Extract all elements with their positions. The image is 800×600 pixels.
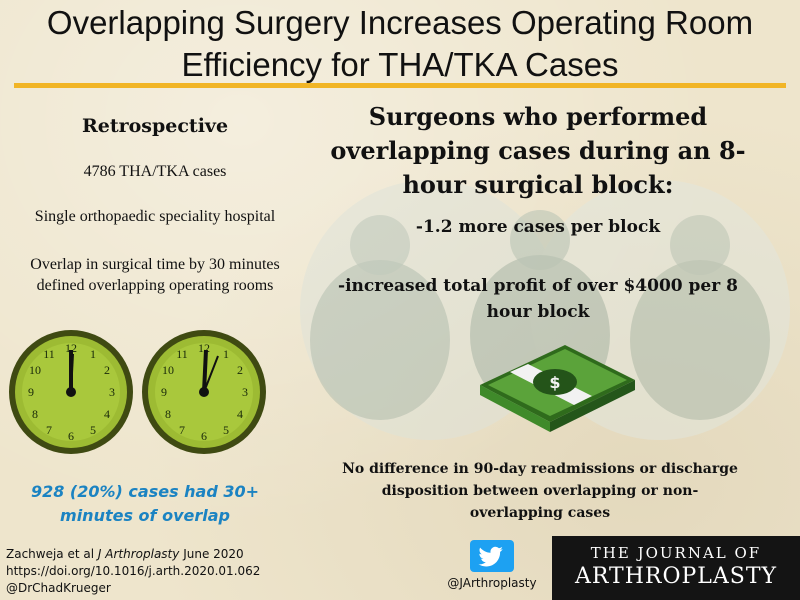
- clock-number: 11: [176, 347, 188, 361]
- results-heading: Surgeons who performed overlapping cases…: [330, 102, 746, 199]
- no-difference-note: No difference in 90-day readmissions or …: [342, 461, 738, 521]
- clock-number: 2: [104, 363, 110, 377]
- journal-logo: THE JOURNAL OF ARTHROPLASTY: [552, 536, 800, 600]
- clock-number: 5: [223, 423, 229, 437]
- clock-number: 6: [201, 429, 207, 443]
- clock-icon: 12 1 2 3 4 5 6 7 8 9 10 11: [9, 330, 133, 454]
- twitter-logo[interactable]: [470, 540, 514, 572]
- clock-number: 1: [90, 347, 96, 361]
- clock-number: 4: [237, 407, 243, 421]
- clock-number: 3: [109, 385, 115, 399]
- clock-number: 4: [104, 407, 110, 421]
- citation-date: June 2020: [183, 547, 244, 561]
- clock-number: 10: [162, 363, 174, 377]
- money-icon: $: [480, 345, 635, 432]
- journal-logo-bottom: ARTHROPLASTY: [574, 564, 778, 589]
- journal-logo-top: THE JOURNAL OF: [590, 544, 762, 562]
- clock-number: 11: [43, 347, 55, 361]
- hospital-type: Single orthopaedic speciality hospital: [34, 208, 276, 225]
- citation-journal: J Arthroplasty: [97, 547, 180, 561]
- overlap-definition: Overlap in surgical time by 30 minutes d…: [30, 256, 280, 294]
- twitter-bird-icon: [478, 546, 503, 567]
- citation-line: Zachweja et al J Arthroplasty June 2020: [6, 546, 260, 563]
- clock-number: 5: [90, 423, 96, 437]
- citation-authors: Zachweja et al: [6, 547, 95, 561]
- clock-number: 8: [165, 407, 171, 421]
- clock-number: 9: [161, 385, 167, 399]
- clock-number: 7: [179, 423, 185, 437]
- clock-number: 1: [223, 347, 229, 361]
- svg-text:$: $: [549, 373, 560, 392]
- result-cases-per-block: -1.2 more cases per block: [415, 217, 661, 237]
- clock-number: 8: [32, 407, 38, 421]
- clock-number: 10: [29, 363, 41, 377]
- clock-number: 6: [68, 429, 74, 443]
- clock-number: 2: [237, 363, 243, 377]
- overlap-stat: 928 (20%) cases had 30+ minutes of overl…: [30, 482, 260, 525]
- author-handle[interactable]: @DrChadKrueger: [6, 581, 111, 595]
- clock-number: 12: [65, 341, 77, 355]
- page-title: Overlapping Surgery Increases Operating …: [46, 4, 754, 83]
- result-profit: -increased total profit of over $4000 pe…: [338, 276, 738, 322]
- retrospective-heading: Retrospective: [81, 115, 229, 137]
- clock-icon: 12 1 2 3 4 5 6 7 8 9 10 11: [142, 330, 266, 454]
- title-divider: [14, 83, 786, 88]
- citation-doi[interactable]: https://doi.org/10.1016/j.arth.2020.01.0…: [6, 564, 261, 578]
- clock-number: 7: [46, 423, 52, 437]
- clock-number: 3: [242, 385, 248, 399]
- citation-block: Zachweja et al J Arthroplasty June 2020 …: [6, 546, 260, 597]
- clock-number: 9: [28, 385, 34, 399]
- twitter-handle[interactable]: @JArthroplasty: [447, 576, 537, 590]
- case-count: 4786 THA/TKA cases: [83, 163, 227, 180]
